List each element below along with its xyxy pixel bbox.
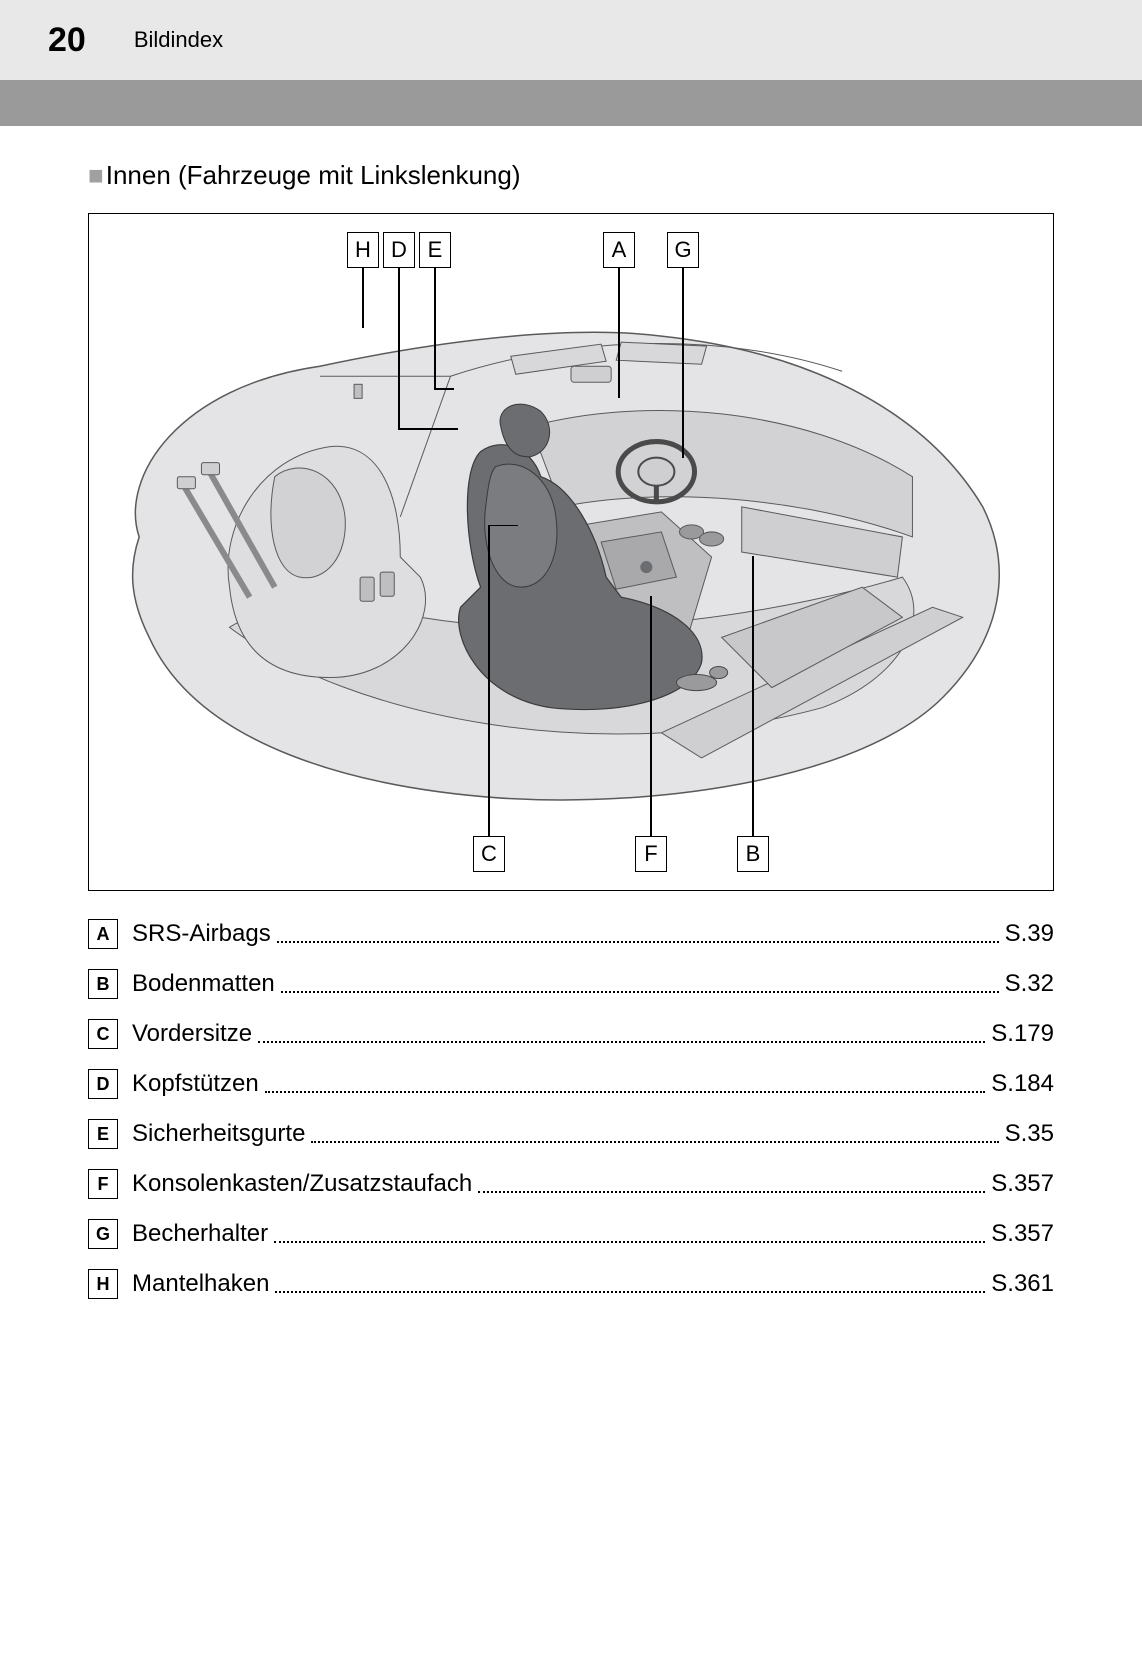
callout-line — [398, 428, 458, 430]
index-dots — [275, 1269, 985, 1293]
callout-line — [434, 268, 436, 388]
index-label: Vordersitze — [132, 1020, 252, 1048]
index-dots — [281, 969, 999, 993]
gray-band — [0, 80, 1142, 126]
callout-box-e: E — [419, 232, 451, 268]
index-label: Bodenmatten — [132, 970, 275, 998]
callout-line — [488, 526, 490, 836]
index-letter-box: D — [88, 1069, 118, 1099]
index-row: F Konsolenkasten/Zusatzstaufach S.357 — [88, 1169, 1054, 1199]
section-title-text: Innen (Fahrzeuge mit Linkslenkung) — [106, 160, 521, 191]
callout-box-b: B — [737, 836, 769, 872]
index-list: A SRS-Airbags S.39 B Bodenmatten S.32 C … — [88, 919, 1054, 1299]
callout-line — [488, 525, 518, 527]
index-dots — [277, 919, 999, 943]
index-letter-box: A — [88, 919, 118, 949]
callout-line — [618, 268, 620, 398]
section-title: ■ Innen (Fahrzeuge mit Linkslenkung) — [88, 160, 1054, 191]
index-page-ref: S.39 — [1005, 920, 1054, 948]
callout-box-f: F — [635, 836, 667, 872]
index-label: Kopfstützen — [132, 1070, 259, 1098]
index-letter-box: G — [88, 1219, 118, 1249]
index-row: C Vordersitze S.179 — [88, 1019, 1054, 1049]
callout-line — [398, 268, 400, 428]
diagram-frame: H D E A G C F B — [88, 213, 1054, 891]
callout-line — [362, 268, 364, 328]
index-row: D Kopfstützen S.184 — [88, 1069, 1054, 1099]
index-page-ref: S.179 — [991, 1020, 1054, 1048]
index-dots — [274, 1219, 985, 1243]
index-dots — [265, 1069, 986, 1093]
index-label: Becherhalter — [132, 1220, 268, 1248]
index-page-ref: S.32 — [1005, 970, 1054, 998]
callout-box-h: H — [347, 232, 379, 268]
callout-box-d: D — [383, 232, 415, 268]
index-dots — [311, 1119, 998, 1143]
index-letter-box: F — [88, 1169, 118, 1199]
index-page-ref: S.35 — [1005, 1120, 1054, 1148]
index-letter-box: C — [88, 1019, 118, 1049]
index-page-ref: S.357 — [991, 1170, 1054, 1198]
index-label: Mantelhaken — [132, 1270, 269, 1298]
content-area: ■ Innen (Fahrzeuge mit Linkslenkung) H D… — [0, 126, 1142, 1299]
section-marker-icon: ■ — [88, 160, 104, 191]
callout-line — [682, 268, 684, 458]
index-page-ref: S.361 — [991, 1270, 1054, 1298]
callout-box-c: C — [473, 836, 505, 872]
header-band: 20 Bildindex — [0, 0, 1142, 80]
header-title: Bildindex — [134, 27, 223, 53]
index-label: Sicherheitsgurte — [132, 1120, 305, 1148]
callout-line — [434, 388, 454, 390]
car-interior-illustration — [99, 274, 1043, 820]
index-row: H Mantelhaken S.361 — [88, 1269, 1054, 1299]
index-row: E Sicherheitsgurte S.35 — [88, 1119, 1054, 1149]
index-page-ref: S.357 — [991, 1220, 1054, 1248]
index-row: A SRS-Airbags S.39 — [88, 919, 1054, 949]
index-page-ref: S.184 — [991, 1070, 1054, 1098]
callout-box-g: G — [667, 232, 699, 268]
index-label: SRS-Airbags — [132, 920, 271, 948]
callout-line — [650, 596, 652, 836]
callout-box-a: A — [603, 232, 635, 268]
callout-line — [752, 556, 754, 836]
index-row: G Becherhalter S.357 — [88, 1219, 1054, 1249]
index-letter-box: B — [88, 969, 118, 999]
page-number: 20 — [48, 21, 86, 60]
index-letter-box: H — [88, 1269, 118, 1299]
index-letter-box: E — [88, 1119, 118, 1149]
index-dots — [258, 1019, 985, 1043]
index-dots — [478, 1169, 985, 1193]
index-label: Konsolenkasten/Zusatzstaufach — [132, 1170, 472, 1198]
index-row: B Bodenmatten S.32 — [88, 969, 1054, 999]
